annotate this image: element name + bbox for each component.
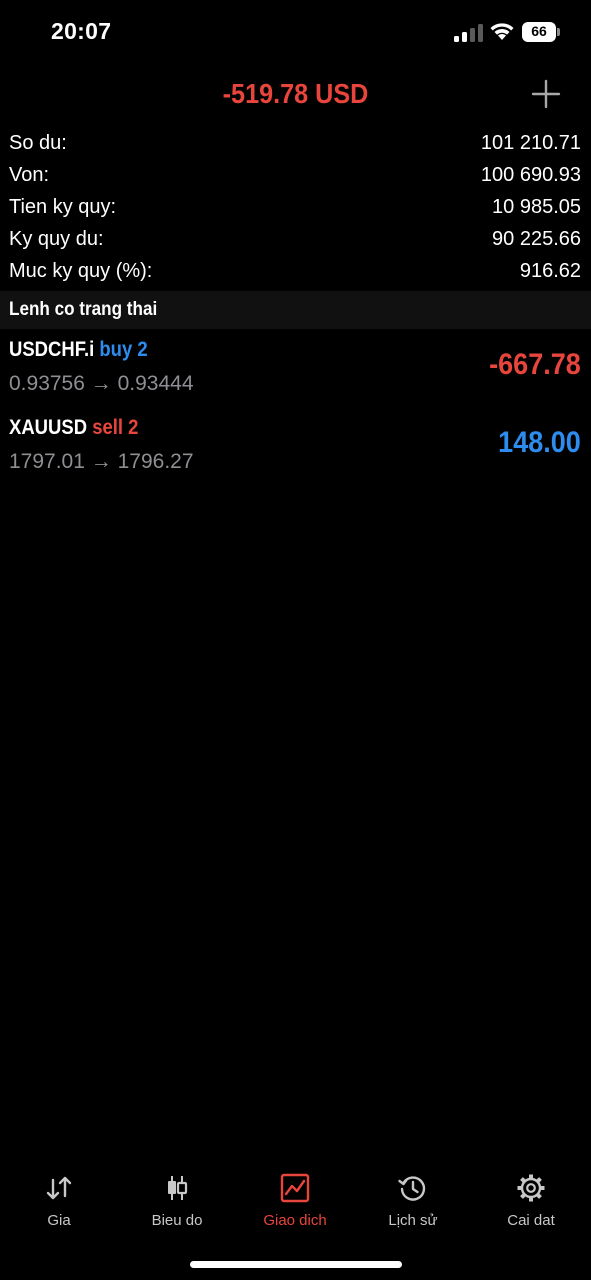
position-symbol-line: USDCHF.i buy 2 bbox=[9, 338, 148, 362]
tab-lich-su[interactable]: Lịch sử bbox=[354, 1168, 472, 1238]
summary-value: 101 210.71 bbox=[480, 132, 581, 154]
summary-label: So du: bbox=[9, 132, 67, 154]
position-profit: -667.78 bbox=[489, 348, 581, 381]
summary-value: 100 690.93 bbox=[480, 164, 581, 186]
tab-gia[interactable]: Gia bbox=[0, 1168, 118, 1238]
tab-bieu-do[interactable]: Bieu do bbox=[118, 1168, 236, 1238]
position-symbol: XAUUSD bbox=[9, 416, 88, 439]
status-bar: 20:07 66 bbox=[0, 0, 591, 64]
summary-row-balance: So du: 101 210.71 bbox=[0, 128, 591, 160]
arrow-right-icon: → bbox=[90, 372, 112, 395]
summary-value: 10 985.05 bbox=[492, 196, 581, 218]
header: -519.78 USD bbox=[0, 72, 591, 120]
price-open: 0.93756 bbox=[9, 372, 85, 395]
battery-level: 66 bbox=[531, 23, 547, 39]
cellular-signal-icon bbox=[454, 24, 483, 42]
summary-value: 916.62 bbox=[519, 260, 581, 282]
add-order-button[interactable] bbox=[530, 78, 562, 110]
history-clock-icon bbox=[398, 1176, 426, 1201]
tab-cai-dat[interactable]: Cai dat bbox=[472, 1168, 590, 1238]
price-current: 0.93444 bbox=[117, 372, 194, 395]
summary-row-margin: Tien ky quy: 10 985.05 bbox=[0, 192, 591, 224]
position-profit: 148.00 bbox=[498, 426, 581, 459]
candlestick-icon bbox=[168, 1176, 188, 1200]
positions-list: USDCHF.i buy 2 0.93756 → 0.93444 -667.78… bbox=[0, 330, 591, 486]
summary-label: Ky quy du: bbox=[9, 228, 104, 250]
floating-profit-title: -519.78 USD bbox=[222, 78, 369, 109]
summary-row-equity: Von: 100 690.93 bbox=[0, 160, 591, 192]
section-title: Lenh co trang thai bbox=[9, 299, 158, 320]
account-summary: So du: 101 210.71 Von: 100 690.93 Tien k… bbox=[0, 128, 591, 288]
status-time: 20:07 bbox=[51, 18, 112, 44]
wifi-icon bbox=[490, 23, 514, 40]
tab-label: Lịch sử bbox=[388, 1212, 438, 1229]
position-direction: buy 2 bbox=[99, 338, 148, 361]
tab-label: Bieu do bbox=[151, 1212, 203, 1229]
summary-label: Tien ky quy: bbox=[9, 196, 117, 218]
home-indicator[interactable] bbox=[190, 1261, 402, 1268]
tab-bar: Gia Bieu do Giao dich Lịch sử bbox=[0, 1168, 591, 1238]
position-direction: sell 2 bbox=[92, 416, 139, 439]
trade-chart-icon bbox=[280, 1173, 310, 1203]
position-prices: 1797.01 → 1796.27 bbox=[9, 450, 194, 474]
gear-icon bbox=[517, 1174, 545, 1202]
battery-icon: 66 bbox=[522, 22, 560, 42]
position-symbol: USDCHF.i bbox=[9, 338, 95, 361]
position-row-xauusd[interactable]: XAUUSD sell 2 1797.01 → 1796.27 148.00 bbox=[0, 408, 591, 486]
position-symbol-line: XAUUSD sell 2 bbox=[9, 416, 138, 440]
tab-label: Cai dat bbox=[507, 1212, 555, 1229]
tab-label: Giao dich bbox=[263, 1212, 327, 1229]
summary-value: 90 225.66 bbox=[492, 228, 581, 250]
summary-label: Muc ky quy (%): bbox=[9, 260, 153, 282]
position-prices: 0.93756 → 0.93444 bbox=[9, 372, 194, 396]
price-current: 1796.27 bbox=[117, 450, 194, 473]
summary-row-margin-level: Muc ky quy (%): 916.62 bbox=[0, 256, 591, 288]
tab-label: Gia bbox=[47, 1212, 71, 1229]
summary-row-free-margin: Ky quy du: 90 225.66 bbox=[0, 224, 591, 256]
arrow-right-icon: → bbox=[90, 450, 112, 473]
arrows-updown-icon bbox=[46, 1176, 72, 1200]
tab-giao-dich[interactable]: Giao dich bbox=[236, 1168, 354, 1238]
summary-label: Von: bbox=[9, 164, 50, 186]
open-positions-header: Lenh co trang thai bbox=[0, 291, 591, 329]
price-open: 1797.01 bbox=[9, 450, 85, 473]
position-row-usdchf[interactable]: USDCHF.i buy 2 0.93756 → 0.93444 -667.78 bbox=[0, 330, 591, 408]
